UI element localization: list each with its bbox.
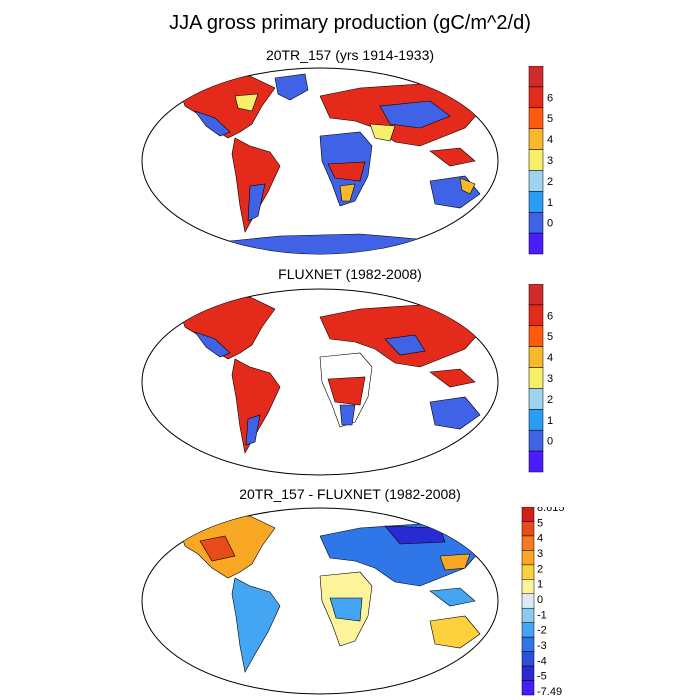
colorbar-tick-label: 5 [537, 517, 543, 529]
colorbar-swatch [521, 665, 535, 681]
colorbar-swatch [521, 550, 535, 566]
colorbar-swatch [521, 535, 535, 551]
colorbar-swatch [528, 325, 544, 347]
colorbar-tick-label: 4 [547, 352, 553, 364]
colorbar-swatch [528, 304, 544, 327]
colorbar-swatch [528, 170, 544, 192]
colorbar-swatch [528, 107, 544, 129]
colorbar-swatch [521, 651, 535, 667]
colorbar-swatch [521, 579, 535, 595]
colorbar-tick-label: -3 [537, 640, 547, 652]
world-map-panel-1 [141, 67, 499, 255]
colorbar-tick-label: -4 [537, 655, 547, 667]
colorbar-swatch [521, 564, 535, 580]
colorbar-swatch [521, 680, 535, 696]
colorbar-swatch [521, 507, 535, 522]
colorbar-tick-label: 3 [537, 548, 543, 560]
colorbar-panel-3: 8.615 5 4 3 2 1 0 -1 -2 -3 -4 -5 -7.49 [521, 507, 565, 697]
colorbar-swatch [528, 86, 544, 109]
colorbar-swatch [528, 388, 544, 410]
colorbar-tick-label: 0 [547, 436, 553, 448]
colorbar-tick-label: -7.49 [537, 686, 562, 697]
colorbar-panel-2: 6 5 4 3 2 1 0 [528, 284, 553, 473]
colorbar-tick-label: 4 [537, 533, 543, 545]
colorbar-tick-label: 2 [547, 176, 553, 188]
colorbar-swatch [521, 622, 535, 638]
greenland [274, 73, 309, 101]
colorbar-tick-label: 4 [547, 134, 553, 146]
world-map-panel-2 [141, 288, 499, 476]
colorbar-swatch [528, 409, 544, 431]
colorbar-swatch [521, 636, 535, 652]
colorbar-tick-label: 6 [547, 310, 553, 322]
colorbar-panel-1: 6 5 4 3 2 1 0 [528, 66, 553, 255]
colorbar-tick-label: 2 [547, 394, 553, 406]
colorbar-tick-label: 0 [547, 218, 553, 230]
panel-3-subtitle: 20TR_157 - FLUXNET (1982-2008) [239, 486, 461, 502]
colorbar-swatch [528, 284, 544, 306]
colorbar-swatch [528, 346, 544, 368]
colorbar-tick-label: 1 [547, 197, 553, 209]
colorbar-swatch [521, 607, 535, 623]
figure-title: JJA gross primary production (gC/m^2/d) [169, 12, 531, 34]
world-map-panel-3 [141, 507, 499, 695]
panel-1-subtitle: 20TR_157 (yrs 1914-1933) [265, 47, 435, 63]
colorbar-tick-label: 0 [537, 594, 543, 606]
colorbar-tick-label: 8.615 [537, 507, 565, 514]
panel-2-subtitle: FLUXNET (1982-2008) [278, 266, 422, 282]
colorbar-tick-label: 5 [547, 113, 553, 125]
colorbar-tick-label: -1 [537, 609, 547, 621]
colorbar-swatch [528, 149, 544, 171]
colorbar-tick-label: -5 [537, 671, 547, 683]
colorbar-tick-label: 2 [537, 563, 543, 575]
colorbar-swatch [528, 232, 544, 255]
colorbar-swatch [528, 66, 544, 88]
colorbar-tick-label: 1 [537, 579, 543, 591]
colorbar-swatch [528, 450, 544, 473]
colorbar-swatch [521, 593, 535, 609]
colorbar-swatch [528, 367, 544, 389]
colorbar-tick-label: 1 [547, 415, 553, 427]
colorbar-swatch [521, 521, 535, 537]
colorbar-tick-label: 6 [547, 92, 553, 104]
colorbar-tick-label: 3 [547, 155, 553, 167]
colorbar-tick-label: -2 [537, 625, 547, 637]
colorbar-swatch [528, 429, 544, 452]
colorbar-tick-label: 3 [547, 373, 553, 385]
colorbar-tick-label: 5 [547, 331, 553, 343]
colorbar-swatch [528, 211, 544, 234]
colorbar-swatch [528, 128, 544, 150]
colorbar-swatch [528, 191, 544, 213]
